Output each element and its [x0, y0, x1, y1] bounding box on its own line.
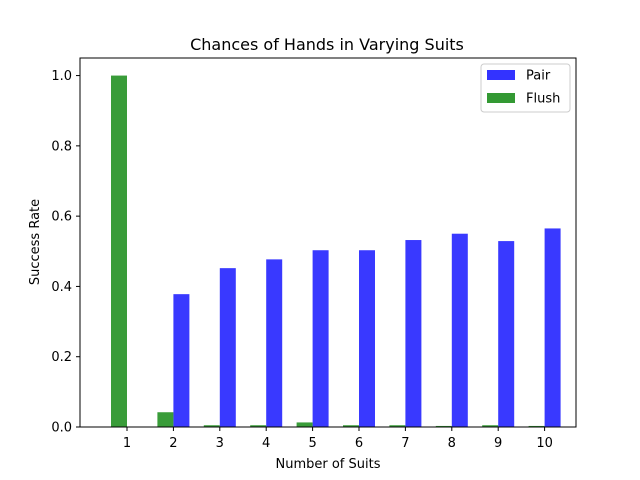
bar-pair-4: [266, 259, 283, 427]
x-tick-label: 10: [536, 436, 553, 451]
bar-pair-2: [173, 294, 190, 427]
x-axis-label: Number of Suits: [276, 457, 381, 472]
bar-flush-9: [482, 425, 499, 427]
y-tick-label: 0.6: [51, 210, 72, 225]
plot-frame: [79, 57, 577, 428]
legend: Pair Flush: [480, 63, 571, 113]
bar-flush-5: [296, 422, 313, 427]
x-tick-label: 5: [308, 436, 316, 451]
x-tick-label: 3: [216, 436, 224, 451]
legend-swatch-pair: [487, 70, 515, 80]
x-tick-label: 1: [123, 436, 131, 451]
bar-pair-10: [544, 228, 561, 427]
y-tick-label: 0.8: [51, 139, 72, 154]
x-tick-label: 7: [401, 436, 409, 451]
legend-swatch-flush: [487, 93, 515, 103]
bar-flush-10: [528, 425, 545, 427]
bar-flush-7: [389, 425, 406, 427]
x-tick-label: 6: [355, 436, 363, 451]
x-axis: 1 2 3 4 5 6 7 8 9 10: [123, 427, 553, 451]
bar-flush-8: [435, 425, 452, 427]
bar-pair-7: [405, 240, 422, 427]
legend-label-pair: Pair: [526, 69, 551, 84]
legend-label-flush: Flush: [526, 92, 560, 107]
y-tick-label: 1.0: [51, 69, 72, 84]
bar-flush-1: [111, 75, 127, 427]
y-axis-label: Success Rate: [28, 199, 43, 285]
y-tick-label: 0.0: [51, 421, 72, 436]
x-tick-label: 9: [494, 436, 502, 451]
bars-group: [111, 75, 561, 427]
y-tick-label: 0.4: [51, 280, 72, 295]
bar-flush-6: [343, 425, 359, 427]
bar-pair-6: [359, 250, 375, 427]
x-tick-label: 8: [448, 436, 456, 451]
bar-flush-2: [157, 412, 174, 427]
y-axis: 0.0 0.2 0.4 0.6 0.8 1.0: [51, 69, 80, 436]
bar-pair-8: [451, 233, 468, 427]
x-tick-label: 2: [169, 436, 177, 451]
y-tick-label: 0.2: [51, 350, 72, 365]
chart-title: Chances of Hands in Varying Suits: [190, 35, 464, 54]
bar-pair-5: [312, 250, 329, 427]
bar-flush-4: [250, 425, 267, 427]
x-tick-label: 4: [262, 436, 270, 451]
bar-flush-3: [203, 425, 220, 427]
bar-pair-3: [219, 268, 236, 427]
bar-pair-9: [498, 241, 515, 427]
